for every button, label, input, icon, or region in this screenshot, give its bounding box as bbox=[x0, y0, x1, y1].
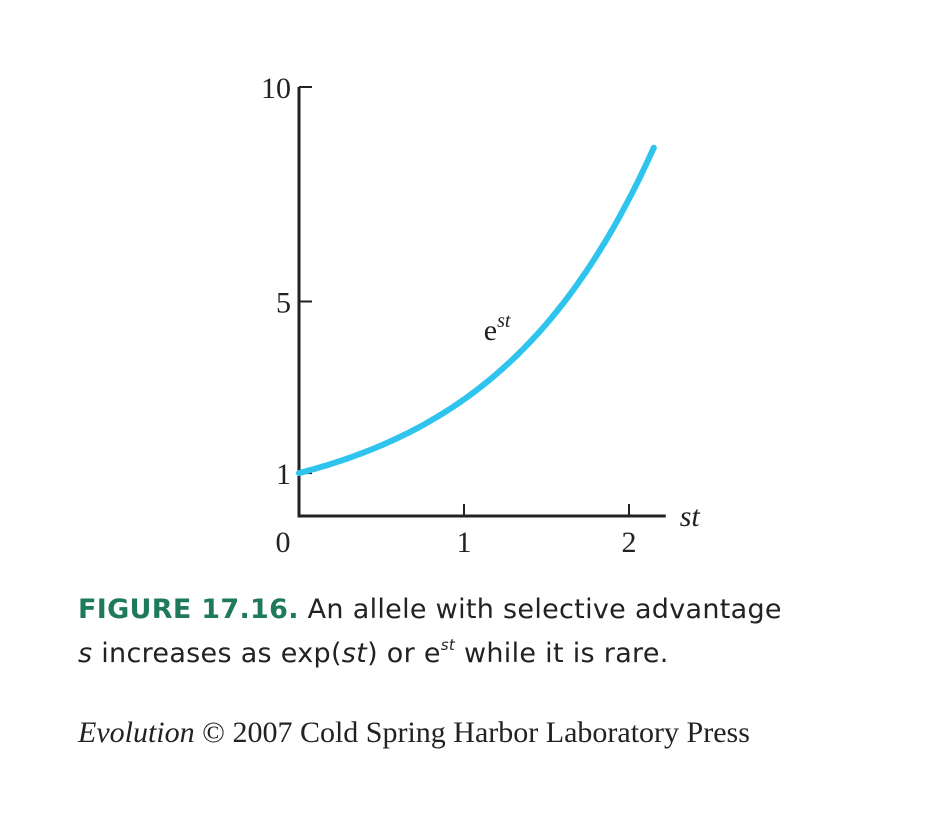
y-tick-label: 1 bbox=[276, 458, 291, 491]
y-tick-label: 10 bbox=[261, 72, 291, 105]
caption-line1: An allele with selective advantage bbox=[298, 594, 782, 625]
x-tick-label: 2 bbox=[622, 526, 637, 559]
curve-label: est bbox=[484, 310, 511, 347]
caption-text-c: while it is rare. bbox=[455, 638, 669, 669]
y-tick-label: 5 bbox=[276, 287, 291, 320]
caption-variable-s: s bbox=[78, 638, 93, 669]
credit-title: Evolution bbox=[78, 716, 195, 749]
credit-rest: © 2007 Cold Spring Harbor Laboratory Pre… bbox=[194, 716, 750, 749]
series-layer bbox=[296, 144, 657, 477]
ticks: 1 5 10 0 1 2 bbox=[261, 72, 637, 559]
x-axis-name: st bbox=[680, 500, 701, 533]
figure-label: FIGURE 17.16. bbox=[78, 594, 299, 625]
curve-label-base: e bbox=[484, 314, 497, 347]
x-tick-label: 1 bbox=[457, 526, 472, 559]
caption-variable-st: st bbox=[341, 638, 368, 669]
caption-text-a: increases as exp( bbox=[92, 638, 342, 669]
axes bbox=[297, 87, 666, 518]
curve-label-exponent: st bbox=[497, 310, 511, 332]
x-tick-label: 0 bbox=[276, 526, 291, 559]
exp-curve bbox=[296, 144, 657, 477]
figure-caption: FIGURE 17.16. An allele with selective a… bbox=[78, 588, 878, 676]
copyright-credit: Evolution © 2007 Cold Spring Harbor Labo… bbox=[78, 716, 750, 750]
caption-text-b: ) or e bbox=[367, 638, 441, 669]
caption-superscript: st bbox=[440, 636, 456, 654]
